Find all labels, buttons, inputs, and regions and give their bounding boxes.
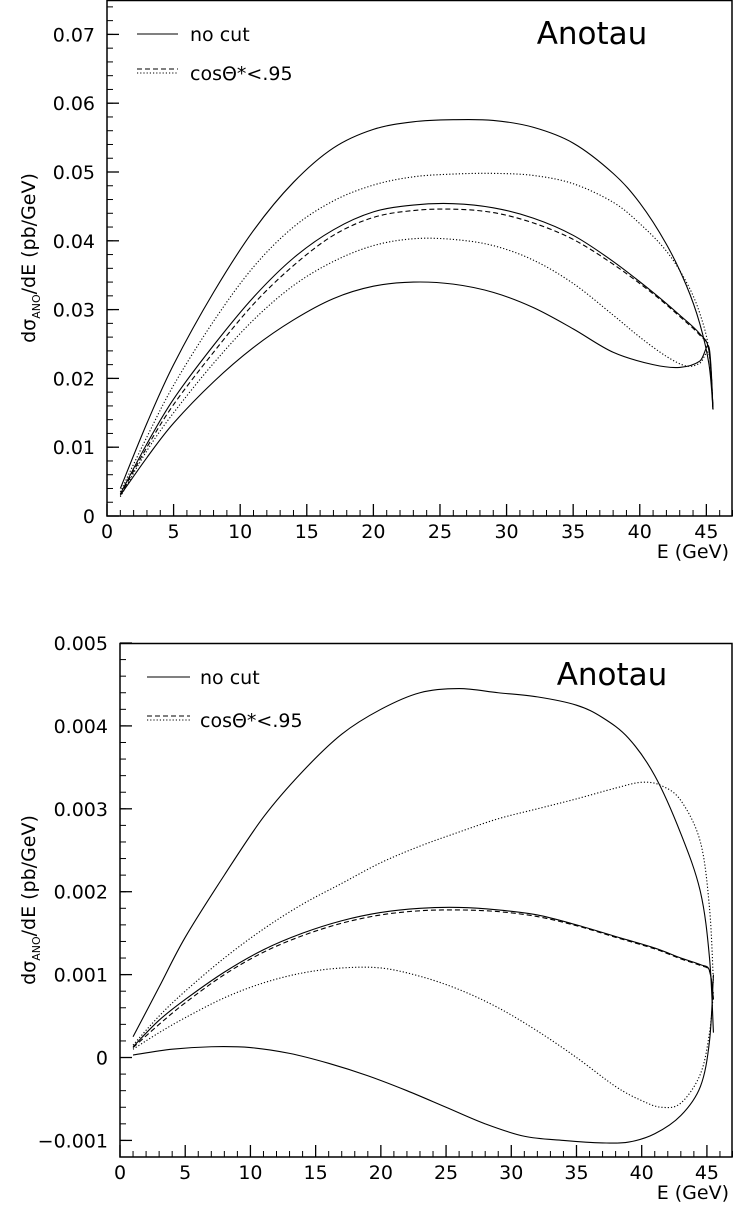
legend-entry: cosΘ*<.95 bbox=[147, 710, 303, 732]
x-tick-label: 15 bbox=[304, 1162, 328, 1184]
y-tick-label: 0.03 bbox=[53, 300, 95, 322]
y-tick-label: −0.001 bbox=[38, 1130, 108, 1152]
x-axis-title: E (GeV) bbox=[657, 541, 729, 563]
legend-label: cosΘ*<.95 bbox=[200, 710, 303, 732]
panel-title: Anotau bbox=[537, 16, 648, 52]
y-axis-title-prefix: dσ bbox=[18, 319, 40, 343]
legend-entry: no cut bbox=[137, 24, 250, 46]
y-tick-label: 0.005 bbox=[54, 633, 108, 655]
x-tick-label: 45 bbox=[694, 521, 718, 543]
series-line-dotted bbox=[132, 781, 714, 1046]
x-tick-label: 5 bbox=[179, 1162, 191, 1184]
y-tick-label: 0.003 bbox=[54, 799, 108, 821]
x-tick-label: 10 bbox=[228, 521, 252, 543]
series-line-dotted bbox=[119, 237, 714, 498]
x-tick-label: 20 bbox=[361, 521, 385, 543]
legend-entry: no cut bbox=[147, 667, 260, 689]
y-tick-label: 0.004 bbox=[54, 716, 108, 738]
y-tick-label: 0 bbox=[96, 1048, 108, 1070]
x-tick-label: 25 bbox=[434, 1162, 458, 1184]
y-tick-label: 0.002 bbox=[54, 882, 108, 904]
series-line-dashed bbox=[119, 208, 714, 496]
x-tick-label: 0 bbox=[101, 521, 113, 543]
x-tick-label: 0 bbox=[114, 1162, 126, 1184]
plot-frame bbox=[106, 0, 733, 517]
y-axis-title-subscript: ANO bbox=[30, 936, 43, 961]
y-tick-label: 0.05 bbox=[53, 162, 95, 184]
x-tick-label: 15 bbox=[295, 521, 319, 543]
y-tick-label: 0.07 bbox=[53, 24, 95, 46]
x-tick-label: 20 bbox=[369, 1162, 393, 1184]
x-tick-label: 10 bbox=[238, 1162, 262, 1184]
plot-panel-2: 0 5 10 15 20 25 30 35 40 45 −0.001 0 0.001 0.002 0.003… bbox=[18, 633, 733, 1204]
legend-label: cosΘ*<.95 bbox=[190, 63, 293, 85]
panel-title: Anotau bbox=[557, 657, 668, 693]
plot-panel-1: 0 5 10 15 20 25 30 35 40 45 0 0.01 0.02 0.03 0.04 0.05 0… bbox=[18, 0, 733, 563]
y-tick-label: 0.02 bbox=[53, 368, 95, 390]
series-line-solid bbox=[119, 281, 714, 496]
plot-frame bbox=[119, 642, 733, 1158]
x-tick-label: 40 bbox=[630, 1162, 654, 1184]
legend-label: no cut bbox=[200, 667, 260, 689]
legend-entry: cosΘ*<.95 bbox=[137, 63, 293, 85]
x-tick-label: 45 bbox=[695, 1162, 719, 1184]
x-tick-label: 25 bbox=[428, 521, 452, 543]
series-line-solid bbox=[132, 906, 714, 1048]
y-tick-label: 0.01 bbox=[53, 437, 95, 459]
series-line-dashed bbox=[132, 909, 714, 1048]
series-line-solid bbox=[132, 688, 714, 1038]
legend-label: no cut bbox=[190, 24, 250, 46]
series-line-dotted bbox=[132, 966, 714, 1109]
series-line-solid bbox=[119, 202, 714, 495]
x-tick-label: 40 bbox=[628, 521, 652, 543]
series-line-dotted bbox=[119, 172, 714, 493]
y-axis-title-subscript: ANO bbox=[30, 294, 43, 319]
x-tick-label: 35 bbox=[561, 521, 585, 543]
y-tick-label: 0.001 bbox=[54, 965, 108, 987]
series-line-solid bbox=[132, 974, 714, 1144]
y-tick-label: 0.06 bbox=[53, 93, 95, 115]
y-axis-title-prefix: dσ bbox=[18, 961, 40, 985]
x-tick-label: 35 bbox=[564, 1162, 588, 1184]
x-tick-label: 30 bbox=[494, 521, 518, 543]
series-line-solid bbox=[119, 118, 714, 489]
y-tick-label: 0.04 bbox=[53, 231, 95, 253]
y-axis-title: dσANO/dE (pb/GeV) bbox=[18, 815, 43, 985]
x-tick-label: 5 bbox=[168, 521, 180, 543]
y-axis-title-suffix: /dE (pb/GeV) bbox=[18, 173, 40, 294]
y-axis-title: dσANO/dE (pb/GeV) bbox=[18, 173, 43, 343]
y-axis-title-suffix: /dE (pb/GeV) bbox=[18, 815, 40, 936]
y-tick-label: 0 bbox=[83, 506, 95, 528]
x-axis-title: E (GeV) bbox=[657, 1182, 729, 1204]
x-tick-label: 30 bbox=[499, 1162, 523, 1184]
